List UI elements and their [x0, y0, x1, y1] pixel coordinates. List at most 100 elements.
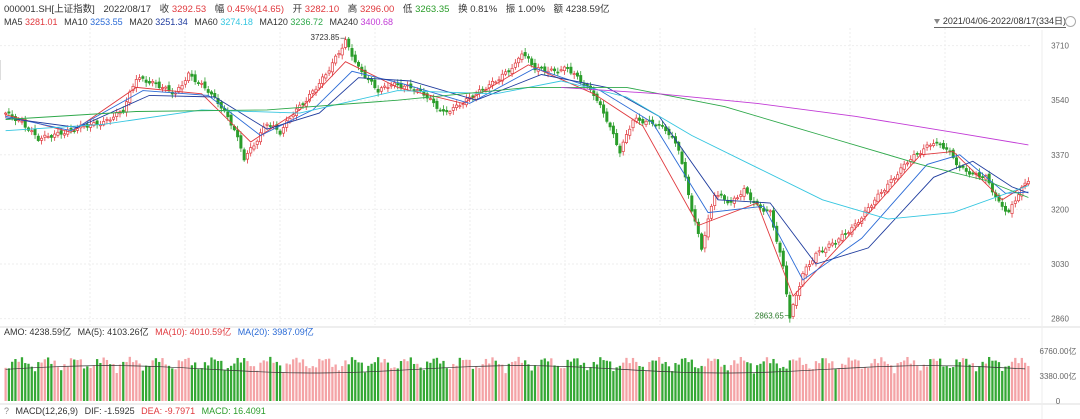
candle-body	[412, 89, 416, 92]
volume-bar	[693, 367, 697, 401]
candle-body	[631, 119, 635, 129]
volume-bar	[465, 359, 468, 401]
macd-macd: MACD: 16.4091	[201, 406, 266, 416]
candle-body	[85, 124, 89, 128]
candle-body	[954, 157, 958, 166]
volume-bar	[945, 366, 948, 401]
volume-bar	[341, 366, 344, 401]
volume-bar	[837, 368, 840, 401]
volume-bar	[11, 361, 14, 401]
candle-body	[510, 67, 514, 74]
candle-body	[386, 87, 390, 89]
candle-body	[807, 264, 811, 267]
volume-bar	[543, 358, 546, 401]
candle-body	[500, 73, 504, 82]
volume-bar	[109, 364, 112, 401]
volume-bar	[86, 366, 89, 401]
volume-bar	[654, 360, 658, 401]
volume-bar	[573, 358, 576, 401]
macd-name: MACD(12,26,9)	[15, 406, 79, 416]
volume-bar	[514, 361, 517, 401]
candle-body	[608, 122, 612, 128]
candle-body	[108, 119, 112, 122]
volume-bar	[252, 366, 256, 401]
volume-bar	[363, 372, 367, 401]
side-collapse-handle[interactable]	[0, 60, 1, 80]
symbol-label[interactable]: 000001.SH[上证指数]	[4, 4, 95, 15]
close-value: 3292.53	[171, 4, 207, 15]
volume-bar	[733, 360, 736, 401]
volume-bar	[141, 370, 145, 401]
candle-body	[160, 87, 164, 89]
candle-body	[209, 91, 213, 95]
volume-bar	[778, 368, 782, 401]
volume-bar	[860, 368, 863, 401]
volume-bar	[321, 360, 324, 401]
ma10-value: 3253.55	[90, 17, 123, 27]
volume-bar	[308, 368, 311, 401]
candle-body	[781, 250, 785, 267]
volume-bar	[131, 362, 135, 401]
candle-body	[549, 68, 553, 71]
candle-body	[53, 133, 57, 138]
volume-bar	[863, 367, 867, 401]
volume-bar	[396, 368, 399, 401]
candle-body	[843, 233, 847, 235]
volume-bar	[275, 361, 278, 401]
candle-body	[451, 107, 455, 111]
volume-bar	[435, 357, 439, 401]
candle-body	[595, 93, 599, 101]
candle-body	[281, 127, 285, 134]
volume-bar	[177, 360, 180, 401]
candle-body	[513, 62, 517, 68]
candle-body	[43, 134, 47, 138]
candle-body	[30, 130, 34, 133]
candle-body	[562, 66, 566, 72]
volume-bar	[824, 358, 827, 401]
volume-bar	[79, 359, 82, 401]
candle-body	[291, 114, 295, 118]
question-icon[interactable]: ?	[4, 406, 10, 416]
volume-bar	[1017, 363, 1020, 401]
volume-bar	[301, 359, 305, 401]
candle-body	[700, 233, 704, 250]
candle-body	[125, 101, 129, 113]
candle-body	[458, 105, 462, 108]
volume-bar	[657, 357, 661, 401]
candle-body	[837, 238, 841, 243]
date-range-selector[interactable]: 2021/04/06-2022/08/17(334日)	[933, 15, 1066, 28]
volume-bar	[814, 361, 818, 401]
candle-body	[425, 93, 429, 99]
volume-bar	[903, 360, 906, 401]
volume-bar	[497, 364, 501, 401]
volume-bar	[527, 364, 530, 401]
candle-body	[703, 235, 707, 249]
candle-body	[36, 135, 40, 141]
volume-bar	[203, 362, 207, 401]
volume-bar	[703, 366, 707, 401]
volume-bar	[772, 358, 775, 401]
volume-bar	[981, 361, 984, 401]
volume-bar	[471, 368, 475, 401]
volume-bar	[579, 364, 582, 401]
volume-bar	[233, 363, 236, 401]
quote-header: 000001.SH[上证指数] 2022/08/17 收 3292.53 幅 0…	[4, 4, 610, 15]
volume-bar	[239, 362, 243, 401]
volume-bar	[641, 366, 644, 401]
candle-body	[961, 165, 965, 168]
settings-gear-icon[interactable]	[1065, 16, 1076, 27]
volume-bar	[553, 365, 556, 401]
date-range-label: 2021/04/06-2022/08/17(334日)	[942, 16, 1066, 26]
volume-bar	[92, 365, 96, 401]
volume-bar	[220, 360, 223, 401]
candle-body	[981, 176, 985, 178]
volume-bar	[429, 362, 432, 401]
ma240-line	[561, 86, 1029, 146]
candle-body	[654, 124, 658, 127]
volume-bar	[33, 371, 37, 401]
candle-body	[373, 79, 377, 89]
candle-body	[389, 84, 393, 87]
volume-bar	[726, 370, 729, 401]
volume-bar	[876, 363, 880, 401]
